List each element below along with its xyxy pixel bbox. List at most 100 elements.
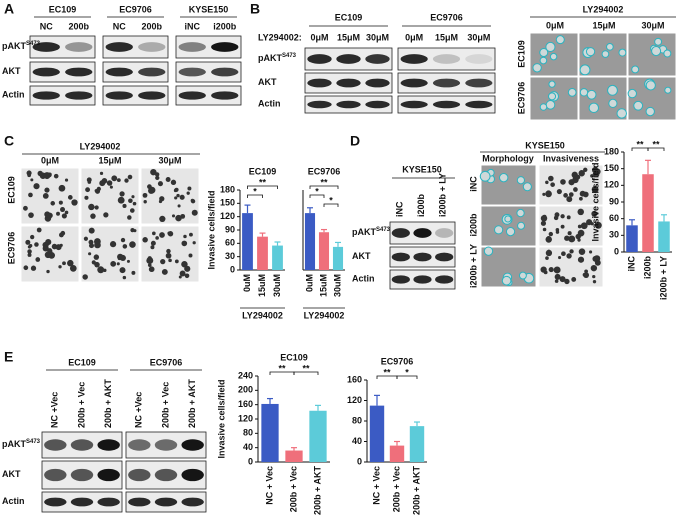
- cell: [91, 260, 96, 265]
- cell: [42, 192, 49, 199]
- cell: [142, 237, 148, 243]
- bar: [261, 403, 279, 462]
- group-label: EC9706: [430, 12, 463, 22]
- blot-band: [105, 67, 133, 77]
- cell: [575, 174, 581, 180]
- cell: [191, 209, 198, 216]
- y-tick-label: 150: [604, 163, 619, 173]
- cell: [494, 225, 504, 235]
- cell: [56, 211, 60, 216]
- lane-label: 30μM: [366, 32, 389, 42]
- x-tick-label: 30uM: [332, 274, 342, 297]
- cell: [504, 215, 512, 223]
- cell: [564, 278, 570, 285]
- significance-label: **: [259, 177, 267, 187]
- cell: [554, 279, 559, 283]
- cell: [586, 219, 593, 226]
- micrograph: [480, 205, 537, 247]
- cell: [166, 248, 171, 254]
- cell: [59, 243, 63, 247]
- protein-name: Actin: [352, 274, 375, 284]
- cell: [150, 240, 156, 246]
- cell: [37, 170, 43, 177]
- blot-band: [44, 497, 67, 507]
- y-tick-label: 40: [352, 436, 362, 446]
- blot-band: [307, 78, 332, 88]
- protein-label: Actin: [2, 496, 25, 506]
- cell: [559, 276, 566, 283]
- cell: [616, 108, 627, 119]
- blot-band: [181, 439, 204, 451]
- cell: [566, 253, 572, 259]
- cell: [545, 236, 552, 243]
- blot-band: [65, 91, 93, 100]
- cell: [116, 262, 120, 266]
- cell: [189, 232, 193, 237]
- lane-label: NC +Vec: [50, 392, 60, 428]
- cell: [567, 231, 572, 236]
- row-label: EC9706: [6, 232, 16, 265]
- cell: [127, 215, 132, 220]
- cell: [627, 88, 637, 99]
- cell: [64, 178, 69, 182]
- cell: [186, 191, 190, 195]
- cell: [554, 273, 561, 280]
- blot-band: [128, 468, 151, 482]
- cell: [187, 186, 192, 191]
- x-tick-label: NC + Vec: [371, 466, 381, 505]
- cell: [580, 222, 588, 230]
- cell: [58, 184, 66, 192]
- blot-band: [435, 228, 454, 238]
- cell: [592, 166, 599, 174]
- y-tick-label: 0: [614, 246, 619, 256]
- blot-band: [391, 275, 410, 284]
- significance-label: **: [302, 363, 310, 373]
- cell: [109, 185, 113, 189]
- blot-strip: [102, 61, 169, 83]
- cell: [553, 266, 561, 274]
- chart-title: EC9706: [308, 166, 341, 176]
- cell: [131, 270, 136, 275]
- blot-strip: [397, 47, 496, 71]
- bar: [304, 213, 316, 270]
- cell: [539, 103, 548, 111]
- blot-band: [97, 497, 120, 507]
- y-tick-label: 60: [609, 213, 619, 223]
- cell: [177, 204, 181, 208]
- chart-title: EC9706: [381, 356, 414, 366]
- protein-name: AKT: [2, 469, 21, 479]
- protein-label: AKT: [2, 66, 21, 76]
- y-tick-label: 80: [352, 415, 362, 425]
- cell: [577, 208, 585, 216]
- blot-band: [138, 42, 166, 52]
- cell: [148, 266, 155, 273]
- blot-strip: [175, 61, 242, 83]
- cell: [591, 185, 599, 193]
- panel-letter: D: [350, 133, 360, 149]
- cell: [566, 215, 571, 220]
- protein-sup: S473: [282, 53, 297, 59]
- cell: [589, 250, 593, 254]
- protein-sup: S473: [376, 227, 391, 233]
- cell: [159, 215, 166, 223]
- cell: [540, 220, 547, 226]
- cell: [601, 50, 610, 58]
- cell: [592, 172, 597, 177]
- cell: [64, 210, 69, 215]
- cell: [142, 192, 148, 198]
- cell: [522, 182, 532, 192]
- y-tick-label: 180: [220, 184, 235, 194]
- y-tick-label: 120: [604, 180, 619, 190]
- y-tick-label: 150: [220, 198, 235, 208]
- blot-strip: [175, 35, 242, 59]
- blot-band: [400, 54, 428, 64]
- cell: [499, 172, 509, 183]
- cell: [116, 178, 121, 182]
- cell: [88, 252, 92, 256]
- x-tick-label: 15uM: [318, 274, 328, 297]
- lane-label: iNC: [185, 21, 201, 31]
- cell: [103, 212, 109, 218]
- y-tick-label: 120: [238, 413, 253, 423]
- protein-label: AKT: [352, 251, 371, 261]
- cell: [174, 196, 178, 200]
